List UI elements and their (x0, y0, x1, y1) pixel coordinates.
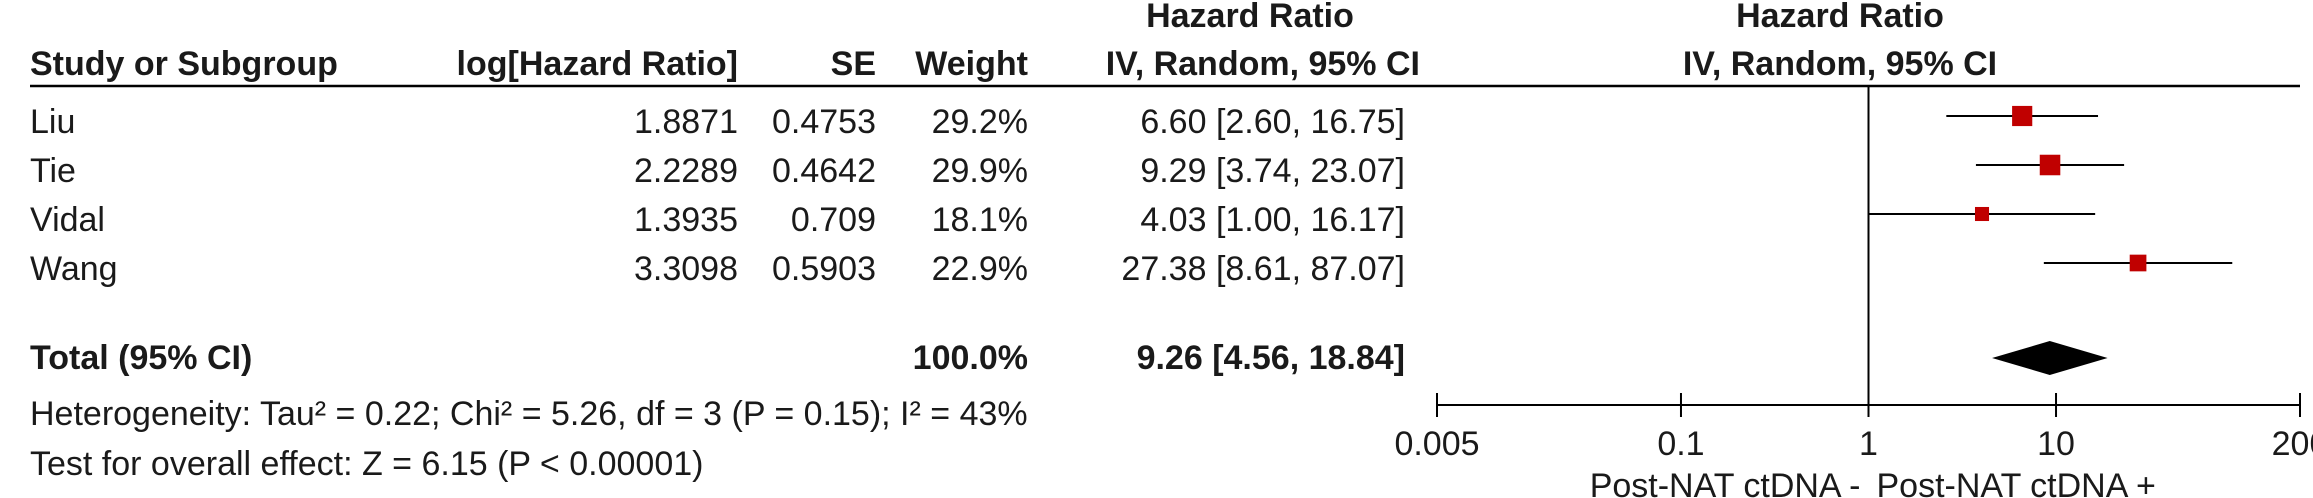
point-marker (2012, 105, 2033, 127)
study-name: Vidal (30, 201, 105, 239)
study-name: Liu (30, 103, 76, 141)
header-loghr: log[Hazard Ratio] (456, 45, 738, 83)
x-label-left: Post-NAT ctDNA - (1590, 467, 1861, 498)
study-weight: 22.9% (931, 250, 1028, 288)
study-se: 0.5903 (772, 250, 876, 288)
x-tick-label: 0.1 (1657, 425, 1704, 463)
study-ci: 9.29 [3.74, 23.07] (1140, 152, 1405, 190)
study-name: Wang (30, 250, 118, 288)
plot-header-sub: IV, Random, 95% CI (1682, 45, 1998, 83)
study-ci: 4.03 [1.00, 16.17] (1140, 201, 1405, 239)
total-label: Total (95% CI) (30, 339, 253, 377)
overall-effect-text: Test for overall effect: Z = 6.15 (P < 0… (30, 445, 704, 483)
header-hr-top: Hazard Ratio (1146, 0, 1354, 35)
study-se: 0.4753 (772, 103, 876, 141)
study-name: Tie (30, 152, 76, 190)
point-marker (1974, 206, 1990, 222)
study-weight: 18.1% (931, 201, 1028, 239)
x-tick-label: 0.005 (1394, 425, 1479, 463)
study-weight: 29.2% (931, 103, 1028, 141)
x-tick-label: 200 (2272, 425, 2313, 463)
header-study: Study or Subgroup (30, 45, 338, 83)
x-label-right: Post-NAT ctDNA + (1877, 467, 2156, 498)
study-loghr: 2.2289 (634, 152, 738, 190)
study-weight: 29.9% (931, 152, 1028, 190)
x-tick-label: 10 (2037, 425, 2075, 463)
total-weight: 100.0% (912, 339, 1028, 377)
study-se: 0.709 (790, 201, 876, 239)
x-tick-label: 1 (1859, 425, 1878, 463)
study-se: 0.4642 (772, 152, 876, 190)
point-marker (2129, 254, 2147, 272)
header-hr-sub: IV, Random, 95% CI (1105, 45, 1420, 83)
study-loghr: 3.3098 (634, 250, 738, 288)
study-loghr: 1.8871 (634, 103, 738, 141)
study-ci: 27.38 [8.61, 87.07] (1121, 250, 1405, 288)
header-weight: Weight (915, 45, 1028, 83)
total-ci: 9.26 [4.56, 18.84] (1136, 339, 1405, 377)
plot-header-top: Hazard Ratio (1736, 0, 1944, 35)
study-loghr: 1.3935 (634, 201, 738, 239)
header-se: SE (830, 45, 876, 83)
pooled-diamond (1992, 341, 2108, 375)
point-marker (2039, 154, 2061, 176)
study-ci: 6.60 [2.60, 16.75] (1140, 103, 1405, 141)
heterogeneity-text: Heterogeneity: Tau² = 0.22; Chi² = 5.26,… (30, 395, 1028, 433)
